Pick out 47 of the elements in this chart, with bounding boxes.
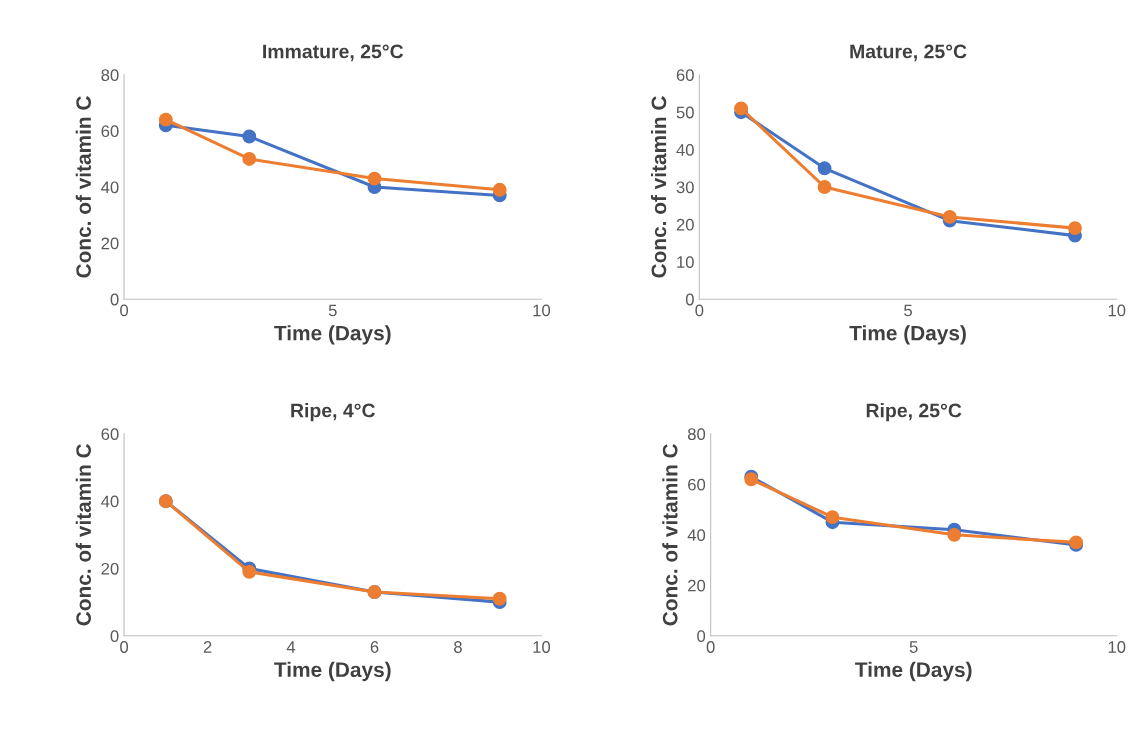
y-tick-label: 60 xyxy=(101,125,119,138)
x-tick-label: 10 xyxy=(533,641,551,653)
y-tick-label: 20 xyxy=(676,218,694,231)
x-axis-title: Time (Days) xyxy=(855,661,972,682)
y-axis-title: Conc. of vitamin C xyxy=(75,96,92,278)
x-axis-title: Time (Days) xyxy=(849,325,966,345)
y-tick-label: 30 xyxy=(676,181,694,194)
x-axis-title: Time (Days) xyxy=(274,325,391,345)
y-tick-label: 0 xyxy=(685,293,694,306)
y-tick-label: 40 xyxy=(687,529,706,542)
y-axis-title: Conc. of vitamin C xyxy=(75,443,92,626)
x-tick-label: 0 xyxy=(120,304,129,317)
x-tick-label: 5 xyxy=(328,304,337,317)
chart-title: Immature, 25°C xyxy=(263,44,404,62)
y-tick-label: 50 xyxy=(676,106,694,119)
y-tick-label: 0 xyxy=(110,630,119,642)
chart-title: Ripe, 4°C xyxy=(291,403,376,422)
y-tick-label: 20 xyxy=(688,579,706,592)
x-tick-label: 0 xyxy=(706,641,715,653)
y-tick-label: 80 xyxy=(101,69,119,81)
y-tick-label: 40 xyxy=(101,181,119,194)
chart-title: Mature, 25°C xyxy=(850,44,967,62)
y-axis-title: Conc. of vitamin C xyxy=(650,96,667,278)
y-axis-title: Conc. of vitamin C xyxy=(662,443,678,626)
x-tick-label: 10 xyxy=(533,304,551,317)
y-tick-label: 20 xyxy=(101,237,119,250)
x-tick-label: 8 xyxy=(454,641,462,653)
x-tick-label: 10 xyxy=(1108,641,1126,653)
x-tick-label: 2 xyxy=(203,641,212,653)
y-tick-label: 20 xyxy=(101,562,119,575)
y-tick-label: 0 xyxy=(697,630,706,642)
x-tick-label: 5 xyxy=(904,304,912,317)
chart-title: Ripe, 25°C xyxy=(866,403,962,422)
y-tick-label: 40 xyxy=(676,144,694,156)
y-tick-label: 80 xyxy=(687,428,706,441)
y-tick-label: 60 xyxy=(101,428,119,441)
y-tick-label: 40 xyxy=(101,495,119,508)
y-tick-label: 10 xyxy=(677,256,694,268)
x-tick-label: 4 xyxy=(286,641,296,653)
x-tick-label: 6 xyxy=(370,641,379,653)
y-tick-label: 0 xyxy=(110,293,119,306)
x-tick-label: 5 xyxy=(909,641,918,653)
x-tick-label: 10 xyxy=(1108,304,1126,317)
x-tick-label: 0 xyxy=(120,641,129,653)
y-tick-label: 60 xyxy=(676,69,694,81)
y-tick-label: 60 xyxy=(688,478,706,491)
x-axis-title: Time (Days) xyxy=(274,661,391,682)
